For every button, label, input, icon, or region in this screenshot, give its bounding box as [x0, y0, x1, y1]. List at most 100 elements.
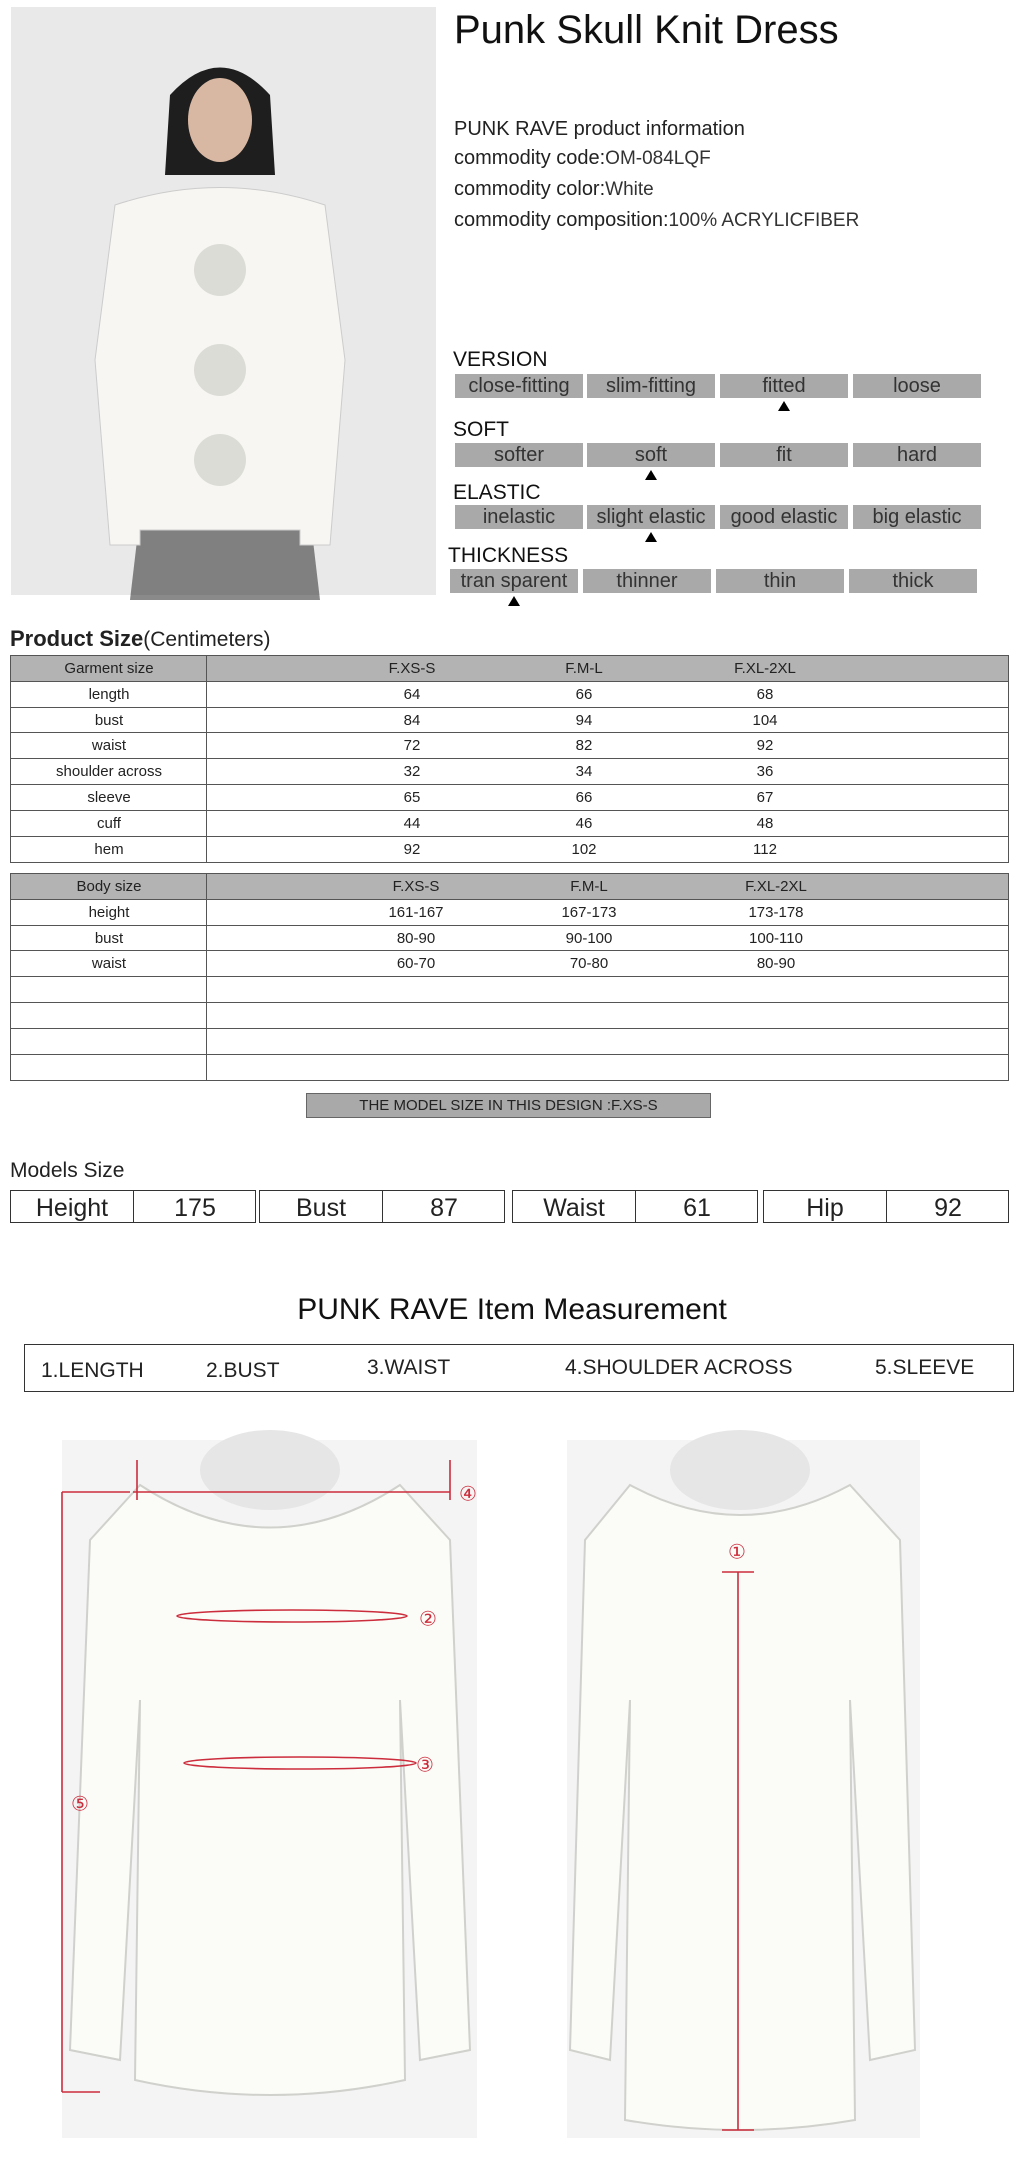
measurement-title: PUNK RAVE Item Measurement: [297, 1293, 727, 1326]
measurement-item: 1.LENGTH: [41, 1359, 144, 1382]
table-cell: 67: [756, 789, 774, 806]
info-value: White: [605, 179, 654, 200]
attribute-name: VERSION: [453, 348, 548, 371]
measurement-item: 4.SHOULDER ACROSS: [565, 1356, 793, 1379]
model-note: THE MODEL SIZE IN THIS DESIGN :F.XS-S: [306, 1093, 711, 1118]
table-cell: 94: [575, 711, 593, 729]
model-photo: [11, 7, 436, 600]
measurement-box: [24, 1344, 1014, 1392]
table-header-cell: F.XS-S: [392, 878, 440, 895]
selected-arrow: [645, 470, 657, 480]
table-row: cuff 44 46 48: [11, 811, 1008, 837]
table-cell: 90-100: [565, 929, 613, 947]
table-cell: 60-70: [396, 955, 436, 973]
attribute-option: softer: [455, 443, 583, 467]
model-measure: Bust 87: [259, 1190, 505, 1223]
model-measure-value: 175: [174, 1194, 216, 1222]
table-row: waist 72 82 92: [11, 733, 1008, 760]
info-value: 100% ACRYLICFIBER: [668, 210, 860, 231]
model-measure-value: 92: [934, 1194, 962, 1222]
model-measure-divider: [635, 1191, 636, 1222]
product-size-heading: Product Size(Centimeters): [10, 626, 270, 652]
table-cell: 66: [575, 685, 593, 703]
table-row: height 161-167 167-173 173-178: [11, 900, 1008, 926]
table-cell: shoulder across: [56, 763, 162, 781]
info-row: commodity color:White: [454, 178, 654, 201]
dress-front: [61, 1430, 477, 2138]
model-measure-divider: [382, 1191, 383, 1222]
table-cell: 34: [575, 763, 593, 781]
table-cell: 102: [571, 840, 597, 858]
table-cell: 167-173: [561, 903, 617, 921]
table-cell: 66: [575, 789, 593, 806]
table-header-cell: F.XL-2XL: [734, 660, 796, 677]
table-cell: 92: [403, 840, 421, 858]
measurement-marker: ④: [459, 1483, 477, 1505]
table-cell: height: [88, 903, 130, 921]
table-cell: length: [88, 685, 130, 703]
model-measure-value: 61: [683, 1194, 711, 1222]
attribute-option: slight elastic: [587, 505, 715, 529]
info-label: commodity composition:: [454, 209, 669, 231]
column-divider: [206, 874, 207, 1081]
table-header-cell: F.XL-2XL: [745, 878, 807, 895]
measurement-marker: ②: [419, 1608, 437, 1630]
attribute-option: inelastic: [455, 505, 583, 529]
selected-arrow: [508, 596, 520, 606]
table-cell: 32: [403, 763, 421, 781]
table-row: sleeve 65 66 67: [11, 785, 1008, 811]
table-cell: 173-178: [748, 903, 804, 921]
table-header-cell: Garment size: [64, 660, 154, 677]
model-measure-label: Hip: [806, 1194, 844, 1222]
table-row: bust 84 94 104: [11, 708, 1008, 734]
info-heading: PUNK RAVE product information: [454, 118, 745, 140]
table-cell: 46: [575, 814, 593, 832]
models-size-title: Models Size: [10, 1159, 125, 1182]
table-cell: bust: [94, 711, 124, 729]
selected-arrow: [778, 401, 790, 411]
table-cell: 104: [752, 711, 778, 729]
table-cell: 82: [575, 737, 593, 755]
table-cell: 112: [753, 840, 777, 858]
model-measure-label: Height: [35, 1194, 109, 1222]
info-value: OM-084LQF: [605, 148, 711, 169]
table-row: [11, 1003, 1008, 1029]
attribute-name: SOFT: [453, 418, 509, 441]
table-cell: 161-167: [388, 903, 444, 921]
attribute-option: fitted: [720, 374, 848, 398]
table-row: Body size F.XS-S F.M-L F.XL-2XL: [11, 874, 1008, 900]
body_size-table: Body size F.XS-S F.M-L F.XL-2XL height 161-16…: [10, 873, 1009, 1082]
table-cell: 65: [403, 789, 421, 806]
table-cell: 72: [403, 737, 421, 755]
table-cell: 70-80: [569, 955, 609, 973]
table-cell: waist: [91, 955, 127, 973]
model-measure-label: Bust: [295, 1194, 347, 1222]
measurement-item: 5.SLEEVE: [875, 1356, 975, 1379]
info-label: commodity code:: [454, 147, 606, 169]
table-cell: hem: [94, 840, 124, 858]
attribute-option: good elastic: [720, 505, 848, 529]
model-measure-divider: [886, 1191, 887, 1222]
table-cell: sleeve: [87, 789, 131, 806]
info-row: commodity composition:100% ACRYLICFIBER: [454, 209, 859, 232]
attribute-option: tran sparent: [450, 569, 578, 593]
table-cell: bust: [94, 929, 124, 947]
table-header-cell: F.M-L: [565, 660, 603, 677]
model-measure: Hip 92: [763, 1190, 1009, 1223]
table-cell: 80-90: [756, 955, 796, 973]
table-header-cell: Body size: [76, 878, 142, 895]
measurement-item: 3.WAIST: [367, 1356, 451, 1379]
table-cell: 48: [756, 814, 774, 832]
attribute-option: slim-fitting: [587, 374, 715, 398]
table-cell: 44: [403, 814, 421, 832]
model-measure-label: Waist: [543, 1194, 605, 1222]
model-measure: Height 175: [10, 1190, 256, 1223]
measurement-item: 2.BUST: [206, 1359, 280, 1382]
table-cell: cuff: [97, 814, 121, 832]
table-row: bust 80-90 90-100 100-110: [11, 926, 1008, 952]
attribute-option: loose: [853, 374, 981, 398]
table-row: shoulder across 32 34 36: [11, 759, 1008, 785]
table-row: length 64 66 68: [11, 682, 1008, 708]
